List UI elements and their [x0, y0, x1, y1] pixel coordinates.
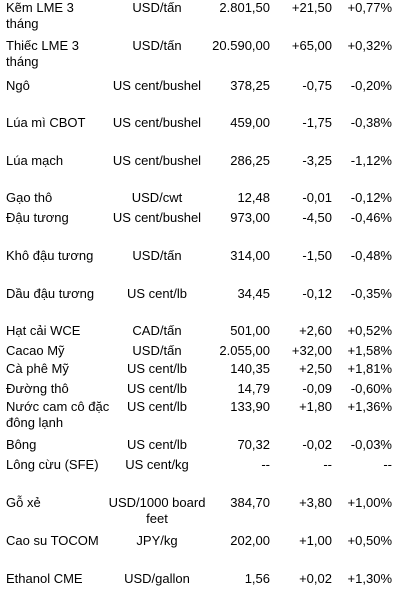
cell-price: 384,70	[230, 495, 270, 510]
cell-price: 12,48	[237, 190, 270, 205]
cell-pct: -0,48%	[350, 248, 392, 263]
cell-pct: +0,52%	[347, 323, 392, 338]
cell-name: Cà phê Mỹ	[6, 361, 69, 376]
cell-pct: +1,81%	[347, 361, 392, 376]
cell-unit: US cent/kg	[125, 457, 189, 472]
cell-name: Lông cừu (SFE)	[6, 457, 99, 472]
cell-unit: US cent/lb	[127, 361, 187, 376]
cell-unit: CAD/tấn	[132, 323, 182, 338]
cell-pct: +0,77%	[347, 0, 392, 15]
cell-price: 14,79	[237, 381, 270, 396]
cell-change: +2,60	[299, 323, 332, 338]
cell-pct: -0,20%	[350, 78, 392, 93]
cell-change: +65,00	[291, 38, 332, 53]
cell-price: 314,00	[230, 248, 270, 263]
cell-change: --	[323, 457, 332, 472]
cell-name: Thiếc LME 3 tháng	[6, 38, 79, 69]
cell-pct: -0,46%	[350, 210, 392, 225]
cell-pct: +1,00%	[347, 495, 392, 510]
cell-change: -0,02	[302, 437, 332, 452]
cell-pct: --	[383, 457, 392, 472]
cell-price: 70,32	[237, 437, 270, 452]
cell-price: --	[261, 457, 270, 472]
cell-name: Kẽm LME 3 tháng	[6, 0, 74, 31]
cell-price: 133,90	[230, 399, 270, 414]
cell-name: Cao su TOCOM	[6, 533, 99, 548]
cell-unit: USD/gallon	[124, 571, 190, 586]
cell-name: Đậu tương	[6, 210, 69, 225]
cell-price: 286,25	[230, 153, 270, 168]
cell-name: Nước cam cô đặc đông lạnh	[6, 399, 110, 430]
cell-pct: -0,60%	[350, 381, 392, 396]
cell-unit: US cent/bushel	[112, 210, 202, 225]
cell-pct: +1,58%	[347, 343, 392, 358]
cell-price: 973,00	[230, 210, 270, 225]
cell-change: -0,75	[302, 78, 332, 93]
cell-unit: US cent/lb	[127, 399, 187, 414]
cell-price: 378,25	[230, 78, 270, 93]
cell-unit: USD/1000 board feet	[108, 495, 206, 526]
cell-name: Dầu đậu tương	[6, 286, 95, 301]
cell-name: Đường thô	[6, 381, 69, 396]
cell-price: 1,56	[244, 571, 270, 586]
cell-change: -0,12	[302, 286, 332, 301]
cell-unit: US cent/bushel	[112, 78, 202, 93]
cell-price: 2.055,00	[219, 343, 270, 358]
cell-price: 202,00	[230, 533, 270, 548]
cell-pct: +0,50%	[347, 533, 392, 548]
cell-name: Hạt cải WCE	[6, 323, 81, 338]
cell-price: 20.590,00	[212, 38, 270, 53]
cell-change: +1,80	[299, 399, 332, 414]
cell-pct: -0,12%	[350, 190, 392, 205]
cell-name: Khô đậu tương	[6, 248, 94, 263]
cell-name: Bông	[6, 437, 37, 452]
cell-name: Lúa mì CBOT	[6, 115, 86, 130]
cell-unit: US cent/lb	[127, 286, 187, 301]
cell-unit: USD/cwt	[131, 190, 183, 205]
cell-change: +0,02	[299, 571, 332, 586]
cell-change: +1,00	[299, 533, 332, 548]
cell-change: +3,80	[299, 495, 332, 510]
cell-name: Lúa mạch	[6, 153, 64, 168]
cell-change: -1,50	[302, 248, 332, 263]
cell-price: 2.801,50	[219, 0, 270, 15]
cell-price: 140,35	[230, 361, 270, 376]
cell-pct: +1,36%	[347, 399, 392, 414]
cell-change: -0,01	[302, 190, 332, 205]
cell-name: Gỗ xẻ	[6, 495, 41, 510]
cell-change: -3,25	[302, 153, 332, 168]
cell-name: Ethanol CME	[6, 571, 83, 586]
cell-change: -1,75	[302, 115, 332, 130]
cell-unit: US cent/lb	[127, 381, 187, 396]
cell-price: 34,45	[237, 286, 270, 301]
cell-unit: USD/tấn	[132, 38, 182, 53]
cell-pct: -0,35%	[350, 286, 392, 301]
cell-pct: -0,38%	[350, 115, 392, 130]
cell-unit: USD/tấn	[132, 0, 182, 15]
cell-change: -0,09	[302, 381, 332, 396]
cell-price: 501,00	[230, 323, 270, 338]
cell-change: +2,50	[299, 361, 332, 376]
cell-unit: USD/tấn	[132, 343, 182, 358]
cell-change: +21,50	[291, 0, 332, 15]
cell-unit: US cent/lb	[127, 437, 187, 452]
cell-pct: -0,03%	[350, 437, 392, 452]
cell-unit: US cent/bushel	[112, 115, 202, 130]
cell-name: Gạo thô	[6, 190, 53, 205]
cell-unit: USD/tấn	[132, 248, 182, 263]
cell-pct: -1,12%	[350, 153, 392, 168]
cell-price: 459,00	[230, 115, 270, 130]
cell-change: -4,50	[302, 210, 332, 225]
cell-name: Cacao Mỹ	[6, 343, 65, 358]
cell-pct: +0,32%	[347, 38, 392, 53]
cell-pct: +1,30%	[347, 571, 392, 586]
cell-unit: US cent/bushel	[112, 153, 202, 168]
cell-name: Ngô	[6, 78, 30, 93]
cell-change: +32,00	[291, 343, 332, 358]
cell-unit: JPY/kg	[136, 533, 178, 548]
